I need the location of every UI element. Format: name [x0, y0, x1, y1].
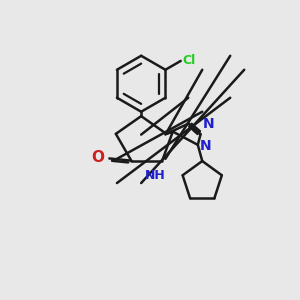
Text: Cl: Cl	[182, 54, 195, 68]
Text: NH: NH	[145, 169, 165, 182]
Text: N: N	[203, 117, 214, 131]
Text: N: N	[200, 139, 212, 153]
Text: O: O	[91, 150, 104, 165]
